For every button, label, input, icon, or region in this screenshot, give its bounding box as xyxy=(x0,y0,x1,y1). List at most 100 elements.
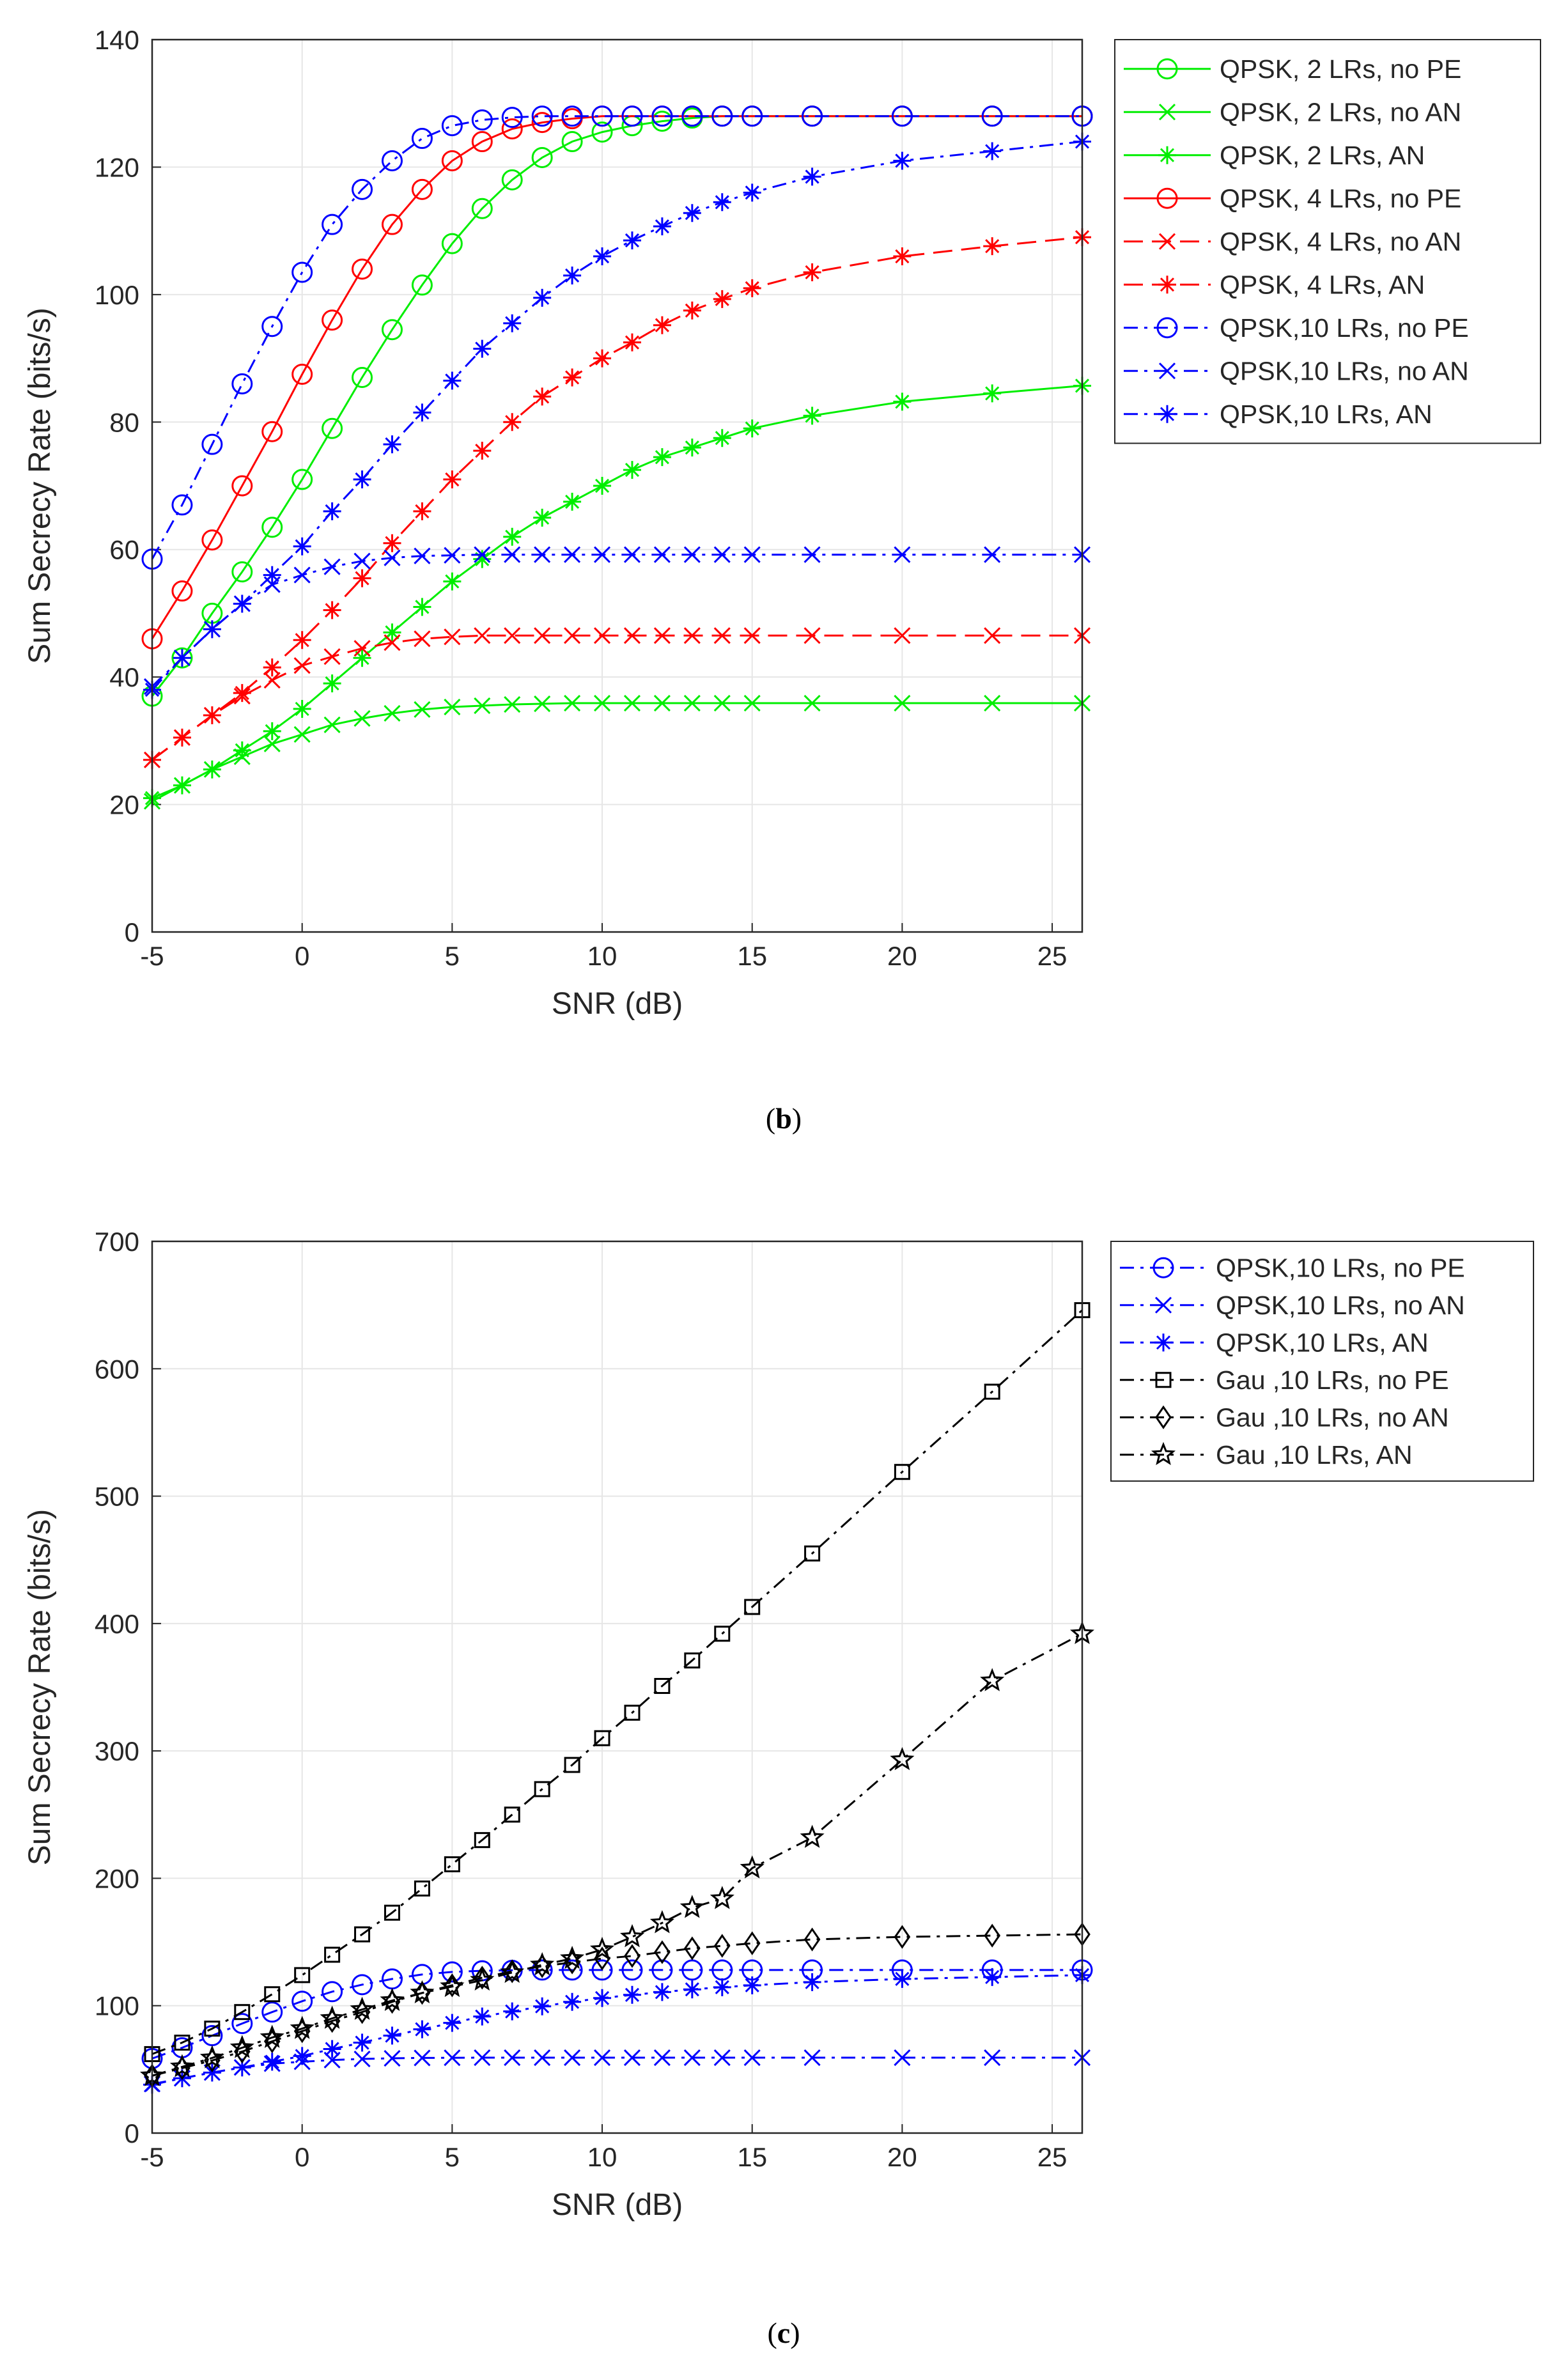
data-point xyxy=(651,111,673,132)
data-point xyxy=(624,1944,640,1968)
data-point xyxy=(980,1668,1005,1691)
data-point xyxy=(589,1936,615,1960)
data-point xyxy=(504,546,521,563)
data-point xyxy=(534,627,551,644)
legend-entry: QPSK, 4 LRs, no PE xyxy=(1124,183,1461,213)
caption-letter-b: b xyxy=(775,1102,792,1135)
data-point xyxy=(683,1980,701,1999)
data-point xyxy=(473,550,492,568)
series-6 xyxy=(139,1620,1095,2086)
data-point xyxy=(384,1990,401,2014)
legend-entry: QPSK, 2 LRs, AN xyxy=(1124,141,1425,170)
data-point xyxy=(323,502,341,520)
data-point xyxy=(353,470,371,489)
data-point xyxy=(413,502,431,520)
data-point xyxy=(743,419,761,438)
data-point xyxy=(352,258,373,280)
legend-marker xyxy=(1155,1405,1172,1429)
data-point xyxy=(261,316,283,338)
data-point xyxy=(623,333,641,352)
legend-box xyxy=(1110,1241,1534,1482)
data-point xyxy=(263,658,281,677)
legend-marker xyxy=(1156,187,1178,209)
data-point xyxy=(894,1925,911,1949)
legend-label: QPSK, 2 LRs, AN xyxy=(1220,141,1425,170)
legend-entry: QPSK,10 LRs, no PE xyxy=(1120,1253,1465,1282)
data-point xyxy=(561,131,583,153)
data-point xyxy=(352,178,373,200)
data-point xyxy=(983,237,1002,256)
x-axis-label: SNR (dB) xyxy=(552,2188,683,2222)
data-point xyxy=(260,2024,284,2048)
legend-label: Gau ,10 LRs, AN xyxy=(1216,1440,1413,1470)
data-point xyxy=(803,407,821,425)
data-point xyxy=(414,630,431,648)
legend-marker xyxy=(1154,1333,1172,1352)
data-point xyxy=(713,193,731,212)
data-point xyxy=(293,700,311,718)
y-tick-label: 20 xyxy=(109,790,139,820)
data-point xyxy=(169,2054,195,2077)
data-point xyxy=(684,1936,701,1960)
legend: QPSK, 2 LRs, no PE QPSK, 2 LRs, no AN QPSK… xyxy=(1114,39,1541,444)
data-point xyxy=(504,695,521,713)
data-point xyxy=(983,384,1002,403)
data-point xyxy=(199,2045,224,2069)
data-point xyxy=(473,2007,492,2026)
data-point xyxy=(383,534,401,552)
data-point xyxy=(713,1934,731,1958)
data-point xyxy=(471,198,493,219)
data-point xyxy=(261,421,283,442)
data-point xyxy=(263,735,281,752)
data-point xyxy=(501,107,523,128)
data-point xyxy=(229,2035,254,2058)
data-point xyxy=(384,1904,400,1921)
series-7 xyxy=(141,105,1093,570)
data-point xyxy=(441,115,463,137)
data-point xyxy=(384,704,401,722)
y-tick-label: 100 xyxy=(95,1991,139,2021)
series-line xyxy=(151,115,1082,640)
data-point xyxy=(653,217,671,236)
data-point xyxy=(323,2040,341,2058)
data-point xyxy=(353,2033,371,2052)
legend-label: QPSK,10 LRs, AN xyxy=(1216,1328,1429,1357)
data-point xyxy=(713,429,731,447)
data-point xyxy=(621,1959,643,1981)
data-point xyxy=(593,627,611,644)
data-point xyxy=(683,694,701,712)
data-point xyxy=(593,477,612,495)
data-point xyxy=(290,2015,314,2039)
data-point xyxy=(231,475,253,497)
data-point xyxy=(803,2049,821,2067)
data-point xyxy=(411,274,433,296)
data-point xyxy=(323,558,341,575)
data-point xyxy=(233,741,251,759)
data-point xyxy=(171,647,193,669)
data-point xyxy=(201,433,223,455)
data-point xyxy=(261,2001,283,2023)
data-point xyxy=(683,204,701,222)
data-point xyxy=(653,546,671,563)
data-point xyxy=(352,1974,373,1996)
data-point xyxy=(654,1940,671,1964)
series-5 xyxy=(143,627,1091,768)
legend-label: QPSK,10 LRs, no PE xyxy=(1216,1253,1465,1282)
data-point xyxy=(653,694,671,712)
data-point xyxy=(984,1383,1000,1400)
y-tick-label: 40 xyxy=(109,662,139,692)
data-point xyxy=(561,105,583,127)
data-point xyxy=(444,628,461,646)
data-point xyxy=(984,694,1001,712)
series-4 xyxy=(144,1302,1091,2062)
data-point xyxy=(261,516,283,538)
data-point xyxy=(504,1959,521,1983)
data-point xyxy=(504,2049,521,2067)
data-point xyxy=(593,2049,611,2067)
axes-box xyxy=(151,38,1083,933)
data-point xyxy=(683,439,701,457)
data-point xyxy=(414,547,431,564)
data-point xyxy=(890,1747,915,1771)
data-point xyxy=(984,546,1001,563)
